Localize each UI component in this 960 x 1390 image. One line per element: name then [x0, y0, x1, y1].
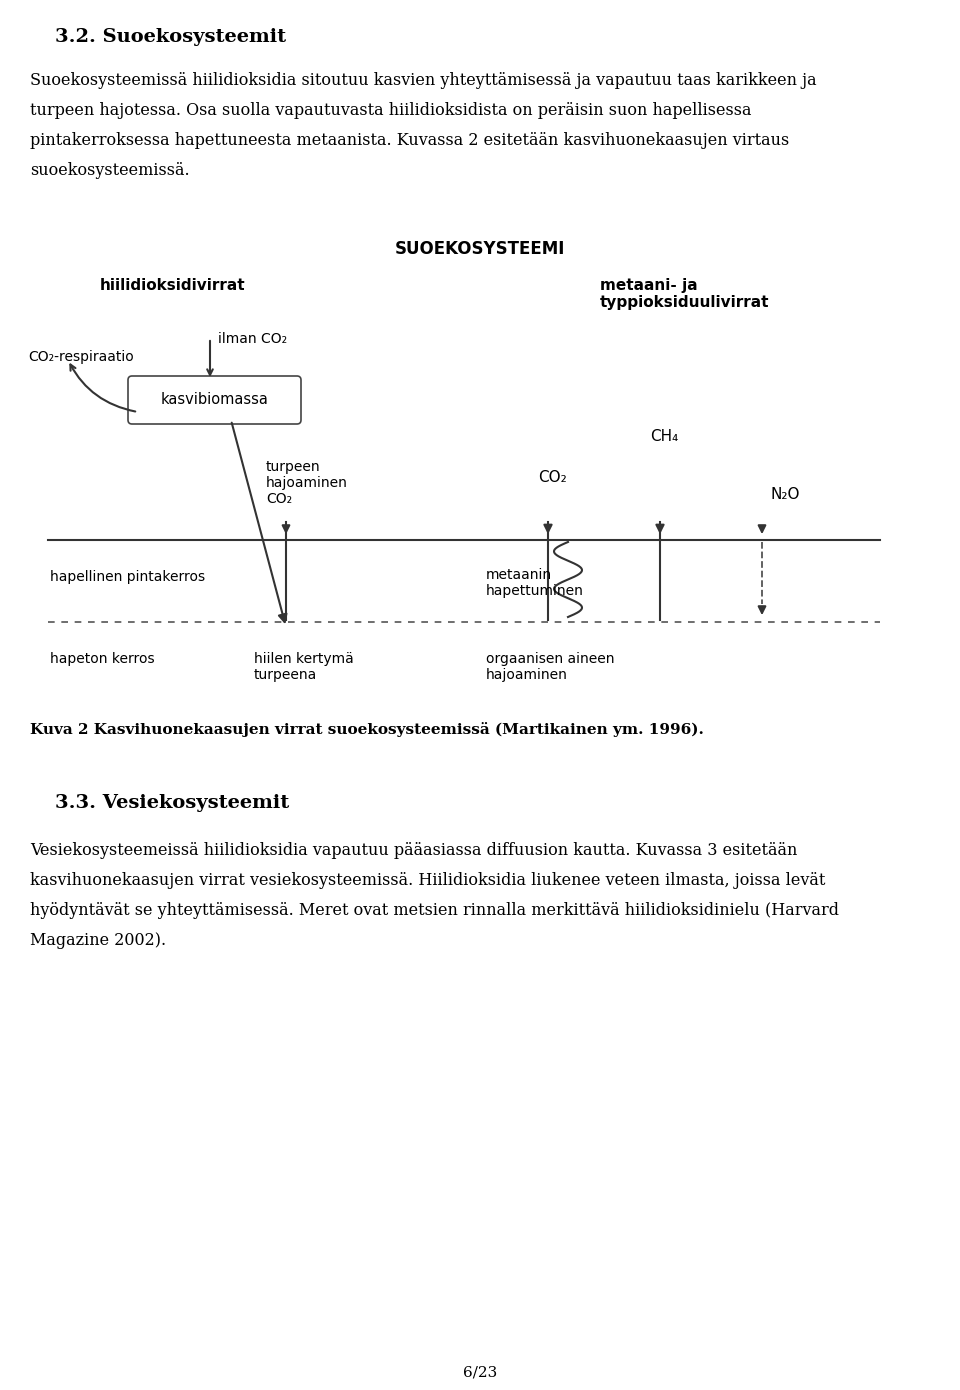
Text: hyödyntävät se yhteyttämisessä. Meret ovat metsien rinnalla merkittävä hiilidiok: hyödyntävät se yhteyttämisessä. Meret ov… — [30, 902, 839, 919]
Text: 3.3. Vesiekosysteemit: 3.3. Vesiekosysteemit — [55, 794, 289, 812]
Text: orgaanisen aineen
hajoaminen: orgaanisen aineen hajoaminen — [486, 652, 614, 682]
Text: CO₂-respiraatio: CO₂-respiraatio — [28, 350, 133, 364]
Text: CO₂: CO₂ — [538, 470, 566, 485]
Text: hiilen kertymä
turpeena: hiilen kertymä turpeena — [254, 652, 353, 682]
Text: ilman CO₂: ilman CO₂ — [218, 332, 287, 346]
FancyBboxPatch shape — [128, 377, 301, 424]
Text: hapeton kerros: hapeton kerros — [50, 652, 155, 666]
Text: 3.2. Suoekosysteemit: 3.2. Suoekosysteemit — [55, 28, 286, 46]
Text: metaani- ja
typpioksiduulivirrat: metaani- ja typpioksiduulivirrat — [600, 278, 770, 310]
Text: Magazine 2002).: Magazine 2002). — [30, 933, 166, 949]
Text: Vesiekosysteemeissä hiilidioksidia vapautuu pääasiassa diffuusion kautta. Kuvass: Vesiekosysteemeissä hiilidioksidia vapau… — [30, 842, 798, 859]
Text: turpeen
hajoaminen
CO₂: turpeen hajoaminen CO₂ — [266, 460, 348, 506]
Text: turpeen hajotessa. Osa suolla vapautuvasta hiilidioksidista on peräisin suon hap: turpeen hajotessa. Osa suolla vapautuvas… — [30, 101, 752, 120]
Text: SUOEKOSYSTEEMI: SUOEKOSYSTEEMI — [395, 240, 565, 259]
Text: suoekosysteemissä.: suoekosysteemissä. — [30, 163, 190, 179]
Text: hapellinen pintakerros: hapellinen pintakerros — [50, 570, 205, 584]
Text: N₂O: N₂O — [770, 486, 800, 502]
Text: hiilidioksidivirrat: hiilidioksidivirrat — [100, 278, 246, 293]
Text: pintakerroksessa hapettuneesta metaanista. Kuvassa 2 esitetään kasvihuonekaasuje: pintakerroksessa hapettuneesta metaanist… — [30, 132, 789, 149]
Text: metaanin
hapettuminen: metaanin hapettuminen — [486, 569, 584, 598]
Text: kasvibiomassa: kasvibiomassa — [160, 392, 269, 407]
Text: CH₄: CH₄ — [650, 430, 679, 443]
Text: Suoekosysteemissä hiilidioksidia sitoutuu kasvien yhteyttämisessä ja vapautuu ta: Suoekosysteemissä hiilidioksidia sitoutu… — [30, 72, 817, 89]
Text: kasvihuonekaasujen virrat vesiekosysteemissä. Hiilidioksidia liukenee veteen ilm: kasvihuonekaasujen virrat vesiekosysteem… — [30, 872, 826, 890]
Text: 6/23: 6/23 — [463, 1365, 497, 1379]
Text: Kuva 2 Kasvihuonekaasujen virrat suoekosysteemissä (Martikainen ym. 1996).: Kuva 2 Kasvihuonekaasujen virrat suoekos… — [30, 721, 704, 737]
